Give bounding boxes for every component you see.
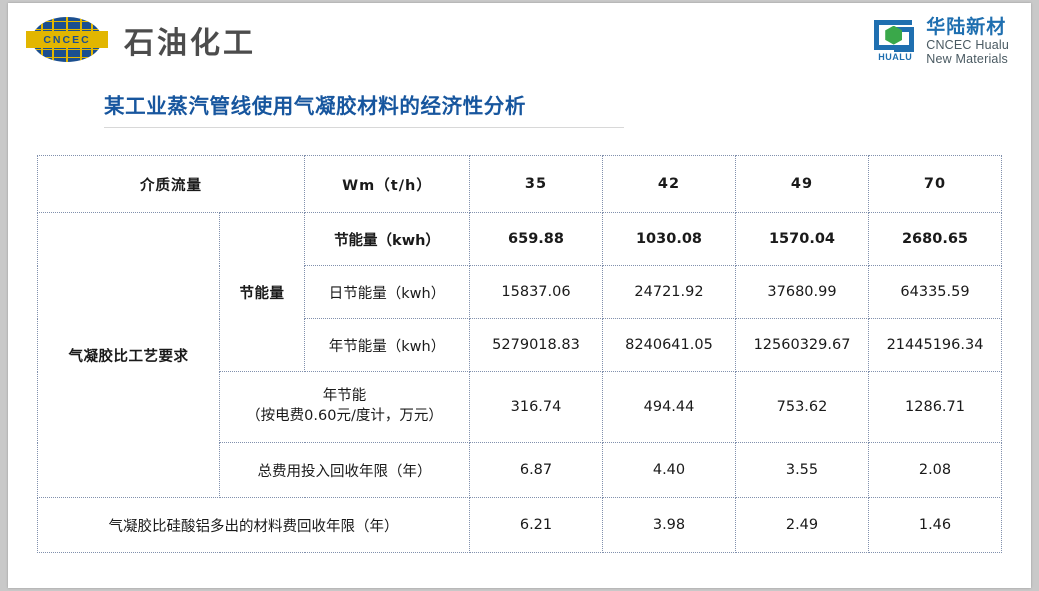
page-title: 某工业蒸汽管线使用气凝胶材料的经济性分析: [104, 94, 526, 118]
hualu-bracket-left: [874, 19, 913, 50]
row-0-value-1: 1030.08: [602, 212, 736, 266]
row-1-value-0: 15837.06: [469, 265, 603, 319]
final-row-value-0: 6.21: [469, 497, 603, 553]
header-unit-label: Wm（t/h）: [304, 155, 470, 213]
row-2-value-3: 21445196.34: [868, 318, 1002, 372]
table-row: 日节能量（kwh） 15837.06 24721.92 37680.99 643…: [38, 265, 1002, 319]
cncec-logo-name: 石油化工: [124, 25, 256, 61]
row-item-3-line2: （按电费0.60元/度计，万元）: [246, 408, 443, 424]
row-4-value-0: 6.87: [469, 442, 603, 498]
header-flow-label: 介质流量: [37, 155, 305, 213]
title-divider: [104, 127, 624, 128]
row-item-0: 节能量（kwh）: [304, 212, 470, 266]
hualu-logo: HUALU 华陆新材 CNCEC Hualu New Materials: [872, 16, 1009, 67]
row-3-value-2: 753.62: [735, 371, 869, 443]
hualu-mark-text: HUALU: [878, 51, 913, 62]
row-1-value-1: 24721.92: [602, 265, 736, 319]
row-2-value-0: 5279018.83: [469, 318, 603, 372]
subgroup-label-cell: 节能量: [219, 212, 305, 372]
row-3-value-0: 316.74: [469, 371, 603, 443]
hualu-name-cn: 华陆新材: [926, 16, 1007, 38]
row-4-value-1: 4.40: [602, 442, 736, 498]
table-header-row: 介质流量 Wm（t/h） 35 42 49 70: [37, 155, 1002, 213]
final-row-value-2: 2.49: [735, 497, 869, 553]
hualu-name-en1: CNCEC Hualu: [926, 38, 1009, 53]
row-3-value-3: 1286.71: [868, 371, 1002, 443]
slide-canvas: CNCEC 石油化工 HUALU 华陆新材 CNCEC Hualu New Ma…: [8, 3, 1031, 588]
table-row: 气凝胶比工艺要求 节能量 节能量（kwh） 659.88 1030.08 157…: [37, 212, 1002, 498]
row-item-2: 年节能量（kwh）: [304, 318, 470, 372]
row-3-value-1: 494.44: [602, 371, 736, 443]
row-0-value-0: 659.88: [469, 212, 603, 266]
slide-header: CNCEC 石油化工 HUALU 华陆新材 CNCEC Hualu New Ma…: [8, 3, 1031, 81]
hualu-bracket-right: [894, 26, 915, 52]
economics-table-wrapper: 介质流量 Wm（t/h） 35 42 49 70 气凝胶比工艺要求 节能量 节能…: [37, 155, 1002, 553]
final-row-value-3: 1.46: [868, 497, 1002, 553]
row-0-value-3: 2680.65: [868, 212, 1002, 266]
economics-table: 介质流量 Wm（t/h） 35 42 49 70 气凝胶比工艺要求 节能量 节能…: [37, 155, 1002, 553]
hualu-hexagon-icon: HUALU: [872, 19, 918, 65]
table-row: 年节能量（kwh） 5279018.83 8240641.05 12560329…: [38, 318, 1002, 372]
row-item-3: 年节能 （按电费0.60元/度计，万元）: [219, 371, 470, 443]
header-value-2: 49: [735, 155, 869, 213]
cncec-banner: CNCEC: [26, 31, 108, 48]
cncec-logo: CNCEC 石油化工: [26, 17, 256, 62]
final-row-value-1: 3.98: [602, 497, 736, 553]
row-1-value-3: 64335.59: [868, 265, 1002, 319]
header-value-3: 70: [868, 155, 1002, 213]
header-value-1: 42: [602, 155, 736, 213]
cncec-globe-icon: CNCEC: [26, 17, 108, 62]
row-4-value-3: 2.08: [868, 442, 1002, 498]
final-row-item: 气凝胶比硅酸铝多出的材料费回收年限（年）: [37, 497, 470, 553]
row-item-1: 日节能量（kwh）: [304, 265, 470, 319]
table-row: 总费用投入回收年限（年） 6.87 4.40 3.55 2.08: [38, 442, 1002, 498]
hualu-logo-text: 华陆新材 CNCEC Hualu New Materials: [926, 16, 1009, 67]
row-0-value-2: 1570.04: [735, 212, 869, 266]
hualu-name-en2: New Materials: [926, 52, 1009, 67]
row-1-value-2: 37680.99: [735, 265, 869, 319]
title-block: 某工业蒸汽管线使用气凝胶材料的经济性分析: [104, 89, 624, 128]
hexagon-shape: [885, 25, 903, 45]
header-value-0: 35: [469, 155, 603, 213]
row-4-value-2: 3.55: [735, 442, 869, 498]
row-item-3-line1: 年节能: [322, 388, 367, 405]
cncec-mark-text: CNCEC: [43, 33, 91, 46]
table-row: 年节能 （按电费0.60元/度计，万元） 316.74 494.44 753.6…: [38, 371, 1002, 443]
group-label-cell: 气凝胶比工艺要求: [37, 212, 220, 498]
row-2-value-2: 12560329.67: [735, 318, 869, 372]
table-row-final: 气凝胶比硅酸铝多出的材料费回收年限（年） 6.21 3.98 2.49 1.46: [37, 497, 1002, 553]
row-2-value-1: 8240641.05: [602, 318, 736, 372]
row-item-4: 总费用投入回收年限（年）: [219, 442, 470, 498]
